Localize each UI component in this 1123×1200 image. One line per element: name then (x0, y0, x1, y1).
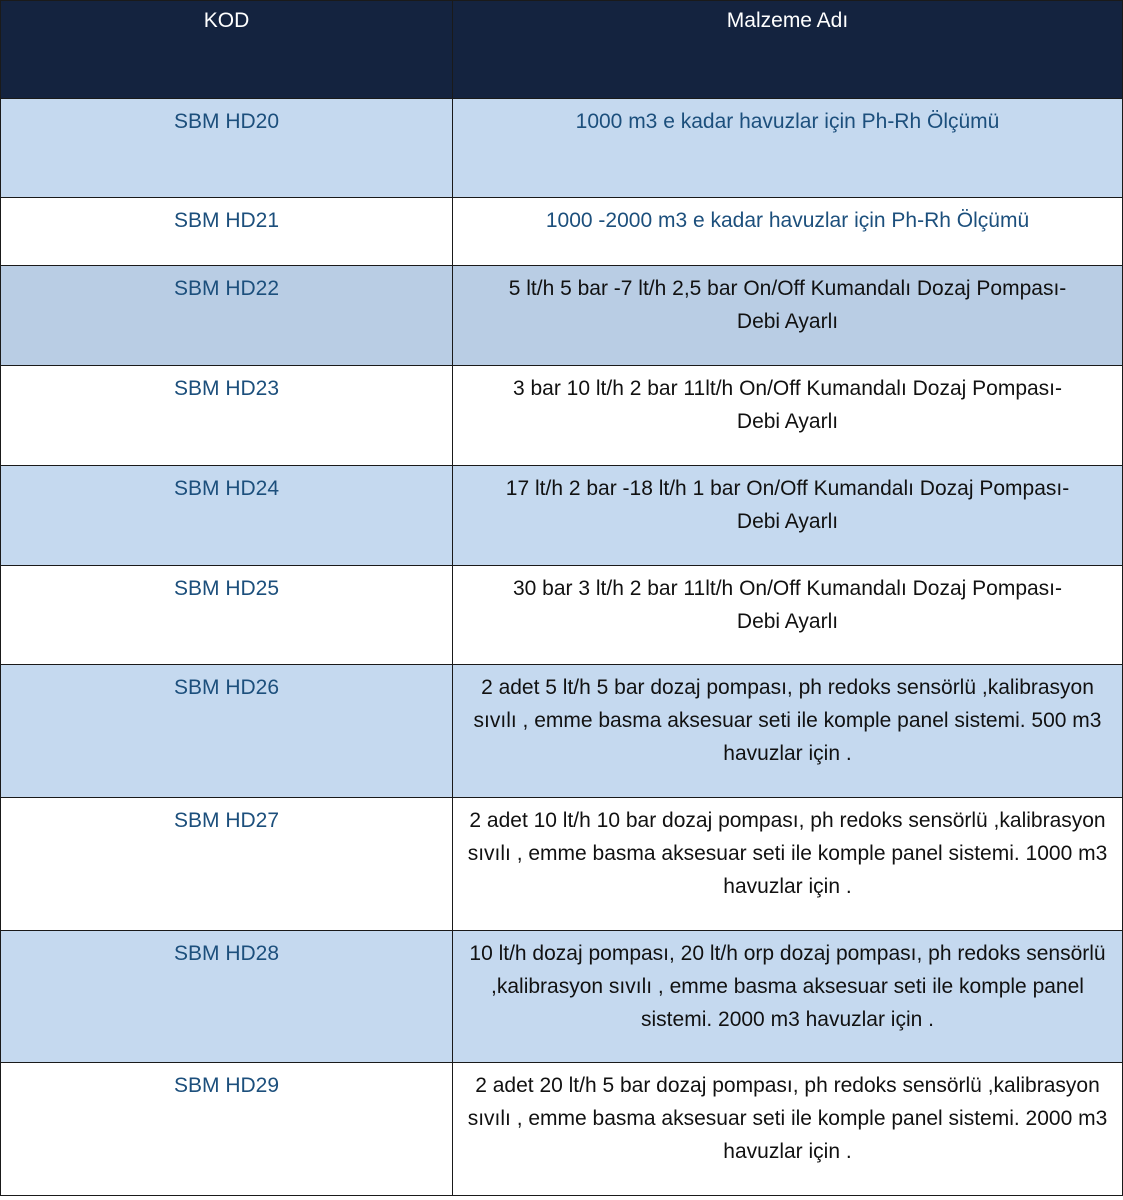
row-name: 30 bar 3 lt/h 2 bar 11lt/h On/Off Kumand… (452, 565, 1123, 665)
row-code: SBM HD27 (0, 797, 453, 931)
row-name: 1000 m3 e kadar havuzlar için Ph-Rh Ölçü… (452, 98, 1123, 198)
table-row: SBM HD22 5 lt/h 5 bar -7 lt/h 2,5 bar On… (0, 265, 1123, 366)
row-name: 1000 -2000 m3 e kadar havuzlar için Ph-R… (452, 197, 1123, 266)
row-code: SBM HD29 (0, 1062, 453, 1196)
table-row: SBM HD26 2 adet 5 lt/h 5 bar dozaj pompa… (0, 664, 1123, 798)
table-row: SBM HD23 3 bar 10 lt/h 2 bar 11lt/h On/O… (0, 365, 1123, 466)
row-code: SBM HD24 (0, 465, 453, 566)
header-row: KOD Malzeme Adı (0, 0, 1123, 99)
table-row: SBM HD24 17 lt/h 2 bar -18 lt/h 1 bar On… (0, 465, 1123, 566)
row-name: 3 bar 10 lt/h 2 bar 11lt/h On/Off Kumand… (452, 365, 1123, 466)
row-code: SBM HD28 (0, 930, 453, 1063)
row-code: SBM HD22 (0, 265, 453, 366)
row-code: SBM HD25 (0, 565, 453, 665)
table-row: SBM HD21 1000 -2000 m3 e kadar havuzlar … (0, 197, 1123, 266)
table-row: SBM HD27 2 adet 10 lt/h 10 bar dozaj pom… (0, 797, 1123, 931)
row-name: 10 lt/h dozaj pompası, 20 lt/h orp dozaj… (452, 930, 1123, 1063)
header-kod: KOD (0, 0, 453, 99)
row-code: SBM HD26 (0, 664, 453, 798)
row-name: 2 adet 5 lt/h 5 bar dozaj pompası, ph re… (452, 664, 1123, 798)
table-row: SBM HD25 30 bar 3 lt/h 2 bar 11lt/h On/O… (0, 565, 1123, 665)
row-code: SBM HD23 (0, 365, 453, 466)
row-name: 5 lt/h 5 bar -7 lt/h 2,5 bar On/Off Kuma… (452, 265, 1123, 366)
row-name: 2 adet 10 lt/h 10 bar dozaj pompası, ph … (452, 797, 1123, 931)
row-code: SBM HD20 (0, 98, 453, 198)
table-row: SBM HD28 10 lt/h dozaj pompası, 20 lt/h … (0, 930, 1123, 1063)
row-name: 17 lt/h 2 bar -18 lt/h 1 bar On/Off Kuma… (452, 465, 1123, 566)
row-code: SBM HD21 (0, 197, 453, 266)
row-name: 2 adet 20 lt/h 5 bar dozaj pompası, ph r… (452, 1062, 1123, 1196)
table-row: SBM HD29 2 adet 20 lt/h 5 bar dozaj pomp… (0, 1062, 1123, 1196)
header-name: Malzeme Adı (452, 0, 1123, 99)
table-row: SBM HD20 1000 m3 e kadar havuzlar için P… (0, 98, 1123, 198)
